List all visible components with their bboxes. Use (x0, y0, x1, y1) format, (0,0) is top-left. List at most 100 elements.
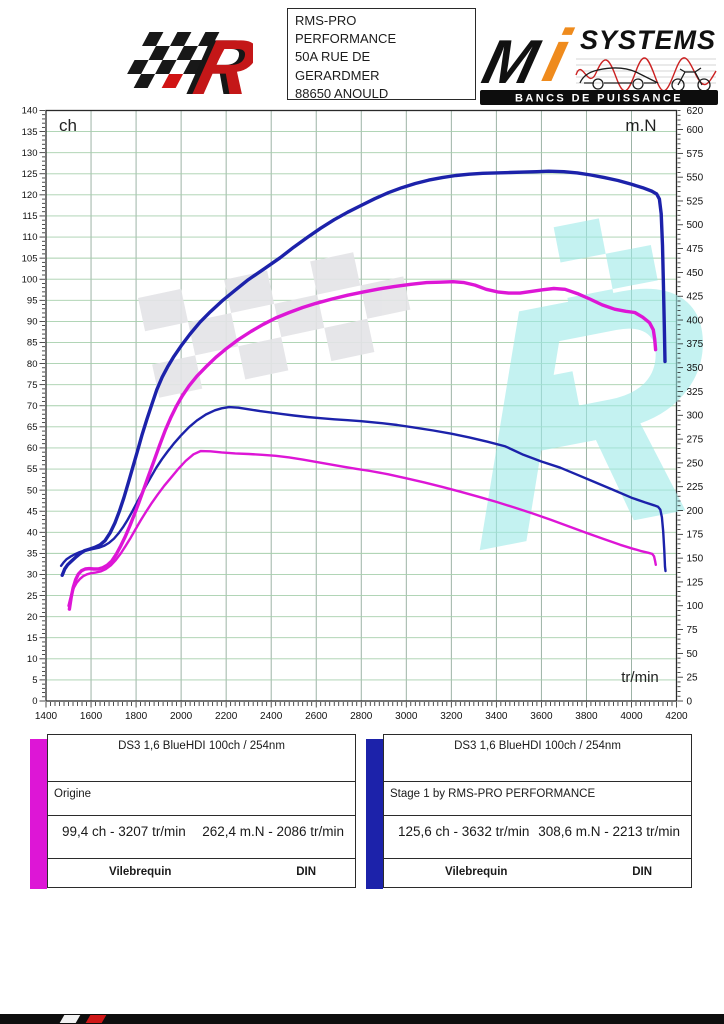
svg-text:3800: 3800 (575, 711, 598, 722)
svg-text:2000: 2000 (170, 711, 193, 722)
svg-text:40: 40 (27, 527, 38, 538)
vehicle-title: DS3 1,6 BlueHDI 100ch / 254nm (48, 735, 355, 782)
origine-color-bar (30, 739, 47, 889)
power-peak: 125,6 ch - 3632 tr/min (398, 824, 530, 839)
measure-type: Vilebrequin (109, 866, 172, 878)
measure-row: Vilebrequin DIN (48, 859, 355, 886)
svg-text:135: 135 (22, 127, 38, 138)
banner-text: BANCS DE PUISSANCE (515, 93, 683, 105)
svg-text:400: 400 (687, 315, 704, 326)
svg-text:550: 550 (687, 173, 704, 184)
axis-layer: 0 5 10 15 20 25 30 35 40 45 50 55 60 65 70 75 80 85 90 95 10… (22, 106, 704, 722)
torque-peak: 308,6 m.N - 2213 tr/min (538, 824, 680, 839)
x-axis-title: tr/min (621, 669, 659, 686)
svg-text:3000: 3000 (395, 711, 418, 722)
svg-text:20: 20 (27, 612, 38, 623)
svg-text:75: 75 (27, 380, 38, 391)
svg-text:15: 15 (27, 633, 38, 644)
svg-text:5: 5 (32, 675, 37, 686)
svg-text:25: 25 (687, 673, 699, 684)
curves-layer (59, 169, 667, 611)
svg-text:2600: 2600 (305, 711, 328, 722)
legend-origine: DS3 1,6 BlueHDI 100ch / 254nm Origine 99… (30, 734, 360, 890)
svg-text:60: 60 (27, 443, 38, 454)
mi-systems-logo: M i SYSTEMS BANCS DE PUISSANCE (480, 14, 718, 105)
origine-legend-box: DS3 1,6 BlueHDI 100ch / 254nm Origine 99… (47, 734, 356, 888)
svg-text:2400: 2400 (260, 711, 283, 722)
svg-text:275: 275 (687, 434, 704, 445)
svg-text:35: 35 (27, 549, 38, 560)
svg-text:325: 325 (687, 387, 704, 398)
svg-text:65: 65 (27, 422, 38, 433)
rms-pro-logo: R R (127, 23, 253, 100)
svg-text:105: 105 (22, 253, 38, 264)
logo-letter-m: M (480, 28, 546, 97)
origine-torque-curve (67, 449, 657, 607)
svg-text:350: 350 (687, 363, 704, 374)
svg-text:130: 130 (22, 148, 38, 159)
svg-text:3200: 3200 (440, 711, 463, 722)
svg-text:4000: 4000 (620, 711, 643, 722)
logo-letter-r: R R (181, 23, 253, 100)
svg-text:90: 90 (27, 317, 38, 328)
origine-power-curve (67, 280, 658, 611)
svg-text:300: 300 (687, 411, 704, 422)
stage1-torque-curve (59, 405, 667, 573)
svg-text:85: 85 (27, 338, 38, 349)
svg-text:125: 125 (22, 169, 38, 180)
svg-text:620: 620 (687, 106, 704, 117)
footer-flag-mark (59, 1015, 81, 1023)
svg-text:450: 450 (687, 268, 704, 279)
stage1-color-bar (366, 739, 383, 889)
svg-text:175: 175 (687, 530, 704, 541)
norm-label: DIN (632, 866, 652, 878)
left-axis-title: ch (59, 116, 77, 135)
svg-text:1400: 1400 (35, 711, 58, 722)
svg-text:575: 575 (687, 149, 704, 160)
dyno-wave-icon (575, 57, 717, 92)
svg-text:200: 200 (687, 506, 704, 517)
variant-label: Stage 1 by RMS-PRO PERFORMANCE (384, 782, 691, 816)
svg-text:110: 110 (22, 232, 37, 243)
svg-text:100: 100 (687, 601, 704, 612)
svg-text:95: 95 (27, 296, 38, 307)
dyno-chart: R 0 5 10 15 20 25 30 35 40 45 50 55 60 65 70 75 80 85 90 95… (22, 106, 710, 722)
svg-text:50: 50 (27, 485, 38, 496)
car-icon (579, 67, 659, 90)
svg-text:250: 250 (687, 458, 704, 469)
svg-text:1800: 1800 (125, 711, 148, 722)
peak-values: 125,6 ch - 3632 tr/min 308,6 m.N - 2213 … (384, 816, 691, 859)
stage1-legend-box: DS3 1,6 BlueHDI 100ch / 254nm Stage 1 by… (383, 734, 692, 888)
variant-label: Origine (48, 782, 355, 816)
svg-text:0: 0 (32, 696, 37, 707)
svg-text:375: 375 (687, 339, 704, 350)
svg-text:3600: 3600 (530, 711, 553, 722)
svg-text:50: 50 (687, 649, 699, 660)
svg-text:140: 140 (22, 106, 38, 117)
svg-text:225: 225 (687, 482, 704, 493)
watermark: R (138, 204, 709, 623)
power-peak: 99,4 ch - 3207 tr/min (62, 824, 186, 839)
vehicle-title: DS3 1,6 BlueHDI 100ch / 254nm (384, 735, 691, 782)
stage1-power-curve (60, 169, 667, 577)
svg-text:120: 120 (22, 190, 38, 201)
logo-systems-text: SYSTEMS (580, 25, 716, 55)
svg-text:0: 0 (687, 696, 693, 707)
svg-text:525: 525 (687, 196, 704, 207)
measure-type: Vilebrequin (445, 866, 508, 878)
svg-text:70: 70 (27, 401, 38, 412)
footer-flag-mark (85, 1015, 107, 1023)
svg-text:1600: 1600 (80, 711, 103, 722)
svg-text:100: 100 (22, 274, 38, 285)
legend-stage1: DS3 1,6 BlueHDI 100ch / 254nm Stage 1 by… (366, 734, 696, 890)
footer-bar (0, 1014, 724, 1024)
address-line: RMS-PRO (295, 13, 357, 28)
checkered-flag-icon (127, 32, 226, 88)
svg-text:500: 500 (687, 220, 704, 231)
address-line: 88650 ANOULD (295, 85, 389, 101)
svg-text:475: 475 (687, 244, 704, 255)
norm-label: DIN (296, 866, 316, 878)
svg-text:10: 10 (27, 654, 38, 665)
svg-text:600: 600 (687, 125, 704, 136)
